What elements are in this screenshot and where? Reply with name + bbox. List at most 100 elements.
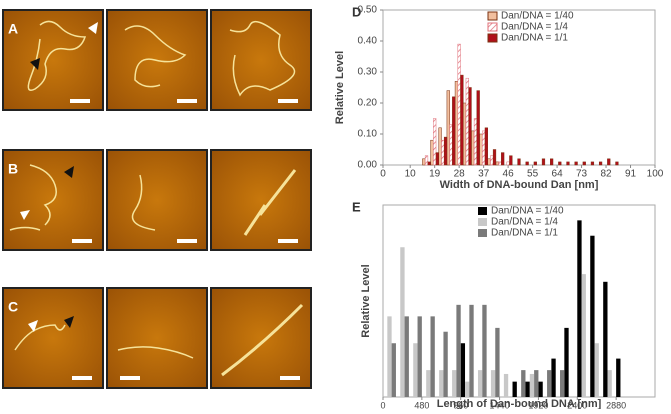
bar [457, 43, 461, 166]
bar [501, 152, 505, 166]
bar [439, 370, 444, 397]
panel-label: A [8, 21, 18, 37]
bar [512, 381, 517, 397]
x-tick-label: 2400 [567, 400, 587, 409]
afm-images [2, 9, 312, 389]
bar [492, 149, 497, 166]
bar [581, 274, 586, 397]
bar [582, 161, 586, 166]
bar [525, 381, 530, 397]
bar [615, 161, 619, 166]
y-tick-label: 0.10 [358, 129, 378, 140]
x-tick-label: 10 [405, 169, 417, 180]
bar [417, 316, 422, 397]
bar [477, 370, 483, 397]
y-tick-label: 0.50 [358, 5, 378, 16]
bar [479, 133, 483, 166]
bar [529, 373, 535, 397]
bar [603, 281, 608, 397]
bar [476, 90, 480, 166]
bar [471, 130, 475, 166]
bar [400, 247, 405, 397]
bar [482, 130, 486, 166]
bar [430, 316, 435, 397]
bar [438, 127, 442, 166]
bar [422, 158, 426, 166]
bar [495, 327, 500, 397]
bar [446, 90, 450, 166]
bar [509, 155, 513, 166]
bar [426, 370, 431, 397]
bar [482, 304, 487, 397]
bar [566, 161, 570, 166]
bar [433, 118, 437, 166]
x-tick-label: 100 [647, 169, 664, 180]
bar [456, 304, 461, 397]
bar [607, 158, 611, 166]
bar [424, 155, 429, 166]
y-tick-label: 0.40 [358, 36, 378, 47]
y-axis-label: Relative Level [334, 51, 346, 124]
bar [465, 381, 470, 397]
bar [427, 161, 431, 166]
bar [435, 152, 440, 166]
bar [525, 161, 529, 166]
bar [547, 370, 552, 397]
legend-label: Dan/DNA = 1/1 [491, 228, 558, 239]
y-tick-label: 0.30 [358, 67, 378, 78]
bar [441, 139, 445, 166]
panel-label: E [352, 199, 361, 214]
bar [443, 136, 448, 166]
legend-label: Dan/DNA = 1/1 [501, 33, 568, 44]
y-tick-label: 0.20 [358, 98, 378, 109]
legend-swatch [487, 33, 498, 43]
bar [452, 370, 457, 397]
x-tick-label: 55 [527, 169, 539, 180]
legend-swatch [478, 207, 487, 215]
bar [550, 158, 554, 166]
bar [495, 161, 499, 166]
bar [564, 327, 569, 397]
bar [616, 358, 621, 397]
bar [506, 161, 510, 166]
bar [538, 381, 543, 397]
bar [460, 343, 466, 397]
x-tick-label: 37 [478, 169, 490, 180]
x-tick-label: 82 [600, 169, 612, 180]
bar [443, 331, 448, 397]
x-tick-label: 28 [454, 169, 466, 180]
panel-label: B [8, 161, 18, 177]
panel-label: C [8, 299, 18, 315]
bar [558, 161, 562, 166]
bar [391, 343, 396, 397]
x-tick-label: 480 [414, 400, 429, 409]
bar [503, 373, 509, 397]
x-axis-label: Length of Dan-bound DNA [nm] [437, 398, 602, 409]
x-tick-label: 19 [429, 169, 441, 180]
bar [387, 316, 392, 397]
legend-swatch [478, 218, 487, 226]
legend-swatch [487, 22, 498, 32]
bar [413, 343, 418, 397]
bar [460, 74, 464, 166]
x-axis-label: Width of DNA-bound Dan [nm] [440, 179, 599, 191]
bar [454, 81, 459, 166]
legend-label: Dan/DNA = 1/4 [501, 22, 568, 33]
bar [468, 87, 472, 166]
bar [560, 370, 565, 397]
bar [490, 155, 494, 166]
x-tick-label: 91 [625, 169, 637, 180]
x-tick-label: 1440 [490, 400, 510, 409]
bar [465, 77, 469, 166]
x-tick-label: 2880 [606, 400, 626, 409]
x-tick-label: 64 [552, 169, 564, 180]
bar [594, 343, 599, 397]
bar [469, 304, 474, 397]
bar [590, 235, 595, 397]
x-tick-label: 960 [453, 400, 468, 409]
bar [462, 102, 467, 166]
x-tick-label: 0 [380, 169, 386, 180]
bar [541, 158, 546, 166]
bar [452, 96, 456, 166]
